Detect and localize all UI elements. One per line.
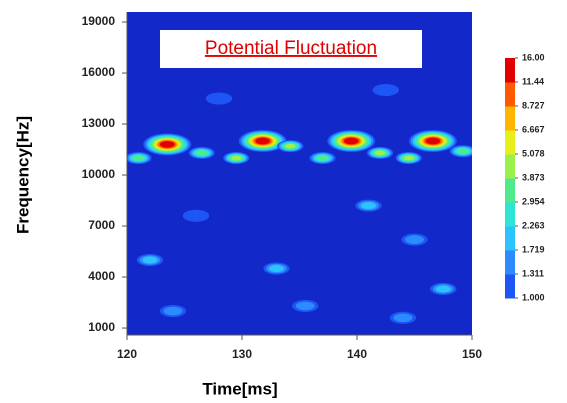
spot xyxy=(196,150,208,156)
colorbar-label: 1.719 xyxy=(522,244,545,254)
spot xyxy=(343,137,359,145)
spot xyxy=(457,148,469,154)
spot xyxy=(435,285,451,293)
colorbar-label: 2.263 xyxy=(522,220,545,230)
spot xyxy=(393,313,413,323)
spot xyxy=(374,150,386,156)
spot xyxy=(405,235,424,244)
colorbar-label: 1.311 xyxy=(522,268,544,278)
spot xyxy=(132,155,145,161)
spot xyxy=(316,155,329,161)
y-tick-label: 4000 xyxy=(88,269,115,283)
spot xyxy=(403,155,414,161)
colorbar-segment xyxy=(505,82,515,107)
spot xyxy=(231,155,242,161)
spot xyxy=(360,202,377,210)
spot xyxy=(163,306,183,316)
y-tick-label: 10000 xyxy=(82,167,116,181)
x-tick-label: 130 xyxy=(232,347,252,361)
y-axis-label: Frequency[Hz] xyxy=(13,116,32,234)
colorbar-label: 1.000 xyxy=(522,292,545,302)
colorbar-label: 3.873 xyxy=(522,172,545,182)
spot xyxy=(142,256,158,264)
colorbar-label: 6.667 xyxy=(522,124,545,134)
spot xyxy=(205,92,233,105)
x-tick-label: 150 xyxy=(462,347,482,361)
colorbar-label: 16.00 xyxy=(522,52,545,62)
colorbar-segment xyxy=(505,106,515,131)
colorbar-segment xyxy=(505,154,515,179)
colorbar-segment xyxy=(505,178,515,203)
colorbar-segment xyxy=(505,226,515,251)
x-tick-label: 140 xyxy=(347,347,367,361)
spot xyxy=(159,141,175,148)
y-tick-label: 19000 xyxy=(82,14,116,28)
y-tick-label: 13000 xyxy=(82,116,116,130)
y-tick-label: 16000 xyxy=(82,65,116,79)
colorbar-segment xyxy=(505,130,515,155)
y-tick-label: 1000 xyxy=(88,320,115,334)
spot xyxy=(295,301,315,311)
x-axis-label: Time[ms] xyxy=(202,379,277,398)
title-box xyxy=(160,30,422,68)
colorbar-segment xyxy=(505,58,515,83)
colorbar-label: 8.727 xyxy=(522,100,545,110)
spot xyxy=(372,83,399,97)
x-tick-label: 120 xyxy=(117,347,137,361)
spot xyxy=(285,143,296,149)
chart-title: Potential Fluctuation xyxy=(205,38,377,59)
colorbar-segment xyxy=(505,250,515,275)
colorbar-segment xyxy=(505,202,515,227)
y-tick-label: 7000 xyxy=(88,218,115,232)
spot xyxy=(182,209,210,222)
colorbar-segment xyxy=(505,274,515,299)
colorbar-label: 11.44 xyxy=(522,76,544,86)
spot xyxy=(268,265,285,273)
colorbar-label: 2.954 xyxy=(522,196,545,206)
spot xyxy=(255,137,271,145)
spot xyxy=(425,137,441,145)
colorbar-label: 5.078 xyxy=(522,148,545,158)
